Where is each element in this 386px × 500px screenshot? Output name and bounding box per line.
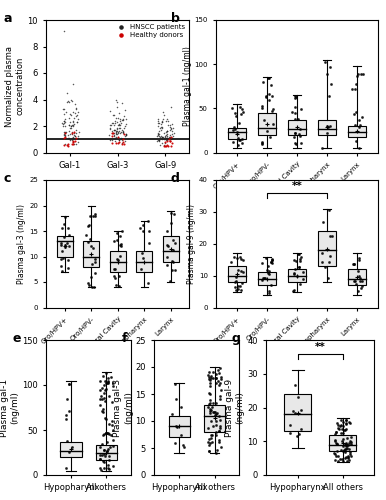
Bar: [348, 269, 366, 285]
Text: g: g: [232, 332, 240, 345]
Text: e: e: [12, 332, 21, 345]
Bar: [163, 236, 179, 262]
Text: f: f: [122, 332, 128, 345]
Bar: [329, 434, 356, 452]
Y-axis label: Plasma gal-9
(ng/ml): Plasma gal-9 (ng/ml): [225, 378, 245, 436]
Bar: [288, 120, 306, 135]
Text: **: **: [315, 342, 326, 352]
Bar: [228, 266, 246, 282]
Text: **: **: [292, 182, 303, 192]
Bar: [258, 272, 276, 285]
Bar: [61, 442, 82, 457]
Bar: [83, 241, 99, 266]
Bar: [348, 126, 366, 136]
Text: c: c: [3, 172, 11, 186]
Text: d: d: [171, 172, 179, 186]
Bar: [110, 252, 126, 272]
Y-axis label: Plasma gal-9 (ng/ml): Plasma gal-9 (ng/ml): [187, 204, 196, 284]
Y-axis label: Plasma gal-3
(ng/ml): Plasma gal-3 (ng/ml): [113, 378, 133, 436]
Bar: [284, 394, 312, 431]
Bar: [318, 231, 336, 266]
Y-axis label: Normalized plasma
concentration: Normalized plasma concentration: [5, 46, 25, 126]
Bar: [169, 416, 190, 437]
Bar: [288, 269, 306, 282]
Bar: [318, 120, 336, 135]
Legend: HNSCC patients, Healthy donors: HNSCC patients, Healthy donors: [113, 24, 186, 39]
Y-axis label: Plasma gal-3 (ng/ml): Plasma gal-3 (ng/ml): [17, 204, 26, 284]
Bar: [228, 128, 246, 139]
Bar: [204, 405, 225, 432]
Bar: [258, 113, 276, 135]
Bar: [136, 252, 152, 272]
Y-axis label: Plasma gal-1 (ng/ml): Plasma gal-1 (ng/ml): [183, 46, 191, 126]
Bar: [96, 446, 117, 460]
Text: a: a: [3, 12, 12, 25]
Text: b: b: [171, 12, 179, 25]
Y-axis label: Plasma gal-1
(ng/ml): Plasma gal-1 (ng/ml): [0, 378, 19, 436]
Bar: [57, 236, 73, 256]
